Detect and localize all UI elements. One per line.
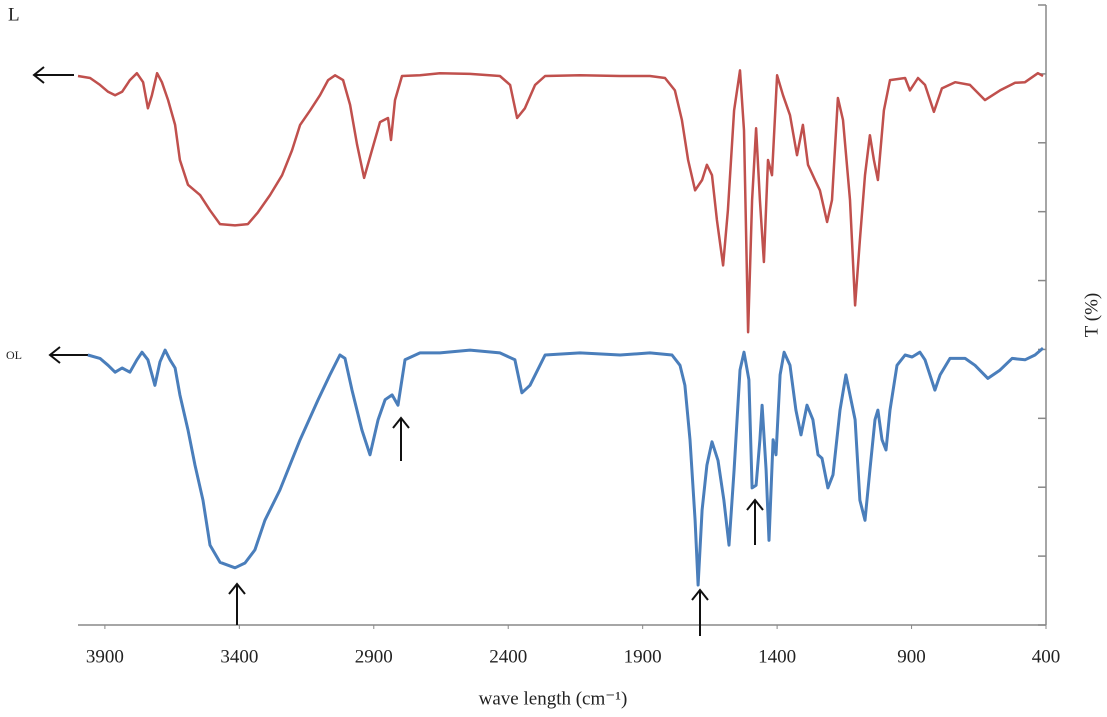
annotation-arrows — [32, 66, 764, 636]
x-tick-label: 3900 — [86, 646, 124, 667]
x-axis-label: wave length (cm⁻¹) — [479, 688, 628, 709]
series-label: OL — [6, 348, 22, 362]
spectrum-line — [77, 69, 1044, 334]
x-tick-label: 2900 — [355, 646, 393, 667]
x-tick-label: 3400 — [220, 646, 258, 667]
x-tick-label: 900 — [897, 646, 926, 667]
spectrum-line — [87, 346, 1044, 587]
x-tick-label: 1900 — [624, 646, 662, 667]
series-label: L — [8, 4, 20, 25]
x-tick-label: 400 — [1032, 646, 1061, 667]
x-tick-label: 1400 — [758, 646, 796, 667]
y-axis-label: T (%) — [1081, 293, 1102, 338]
x-tick-label: 2400 — [489, 646, 527, 667]
